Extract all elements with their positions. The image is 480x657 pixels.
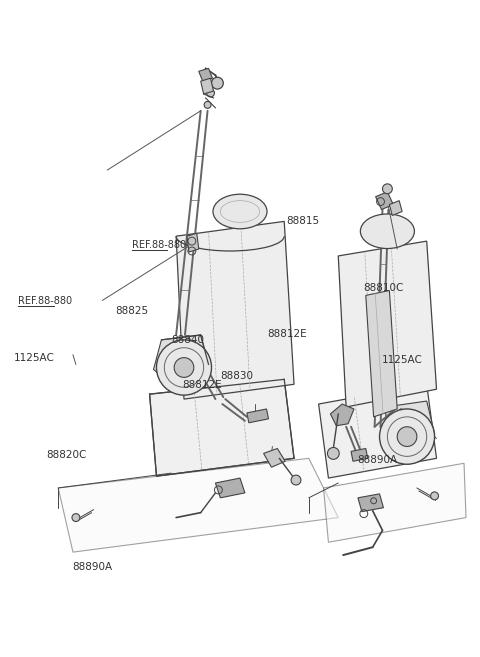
- Polygon shape: [216, 478, 245, 498]
- Text: 88830: 88830: [220, 371, 253, 381]
- Circle shape: [156, 340, 212, 395]
- Polygon shape: [199, 68, 213, 81]
- Polygon shape: [330, 404, 354, 426]
- Polygon shape: [324, 463, 466, 542]
- Polygon shape: [351, 449, 368, 461]
- Polygon shape: [58, 459, 338, 552]
- Circle shape: [327, 447, 339, 459]
- Text: 1125AC: 1125AC: [382, 355, 422, 365]
- Text: 1125AC: 1125AC: [13, 353, 54, 363]
- Text: 88825: 88825: [115, 306, 148, 316]
- Polygon shape: [264, 449, 285, 467]
- Text: 88820C: 88820C: [47, 450, 87, 460]
- Polygon shape: [389, 200, 402, 215]
- Circle shape: [431, 492, 439, 500]
- Text: REF.88-880: REF.88-880: [18, 296, 72, 306]
- Text: 88890A: 88890A: [357, 455, 397, 465]
- Text: 88840: 88840: [172, 335, 204, 345]
- Text: 88815: 88815: [286, 216, 319, 227]
- Polygon shape: [366, 290, 397, 417]
- Text: 88810C: 88810C: [363, 283, 404, 293]
- Polygon shape: [358, 494, 384, 512]
- Polygon shape: [150, 379, 294, 476]
- Text: 88812E: 88812E: [267, 328, 307, 339]
- Polygon shape: [176, 221, 294, 399]
- Circle shape: [204, 101, 211, 108]
- Ellipse shape: [360, 214, 414, 248]
- Circle shape: [206, 89, 215, 97]
- Polygon shape: [201, 78, 214, 94]
- Circle shape: [72, 514, 80, 522]
- Circle shape: [383, 184, 392, 194]
- Text: 88890A: 88890A: [72, 562, 113, 572]
- Circle shape: [397, 427, 417, 447]
- Polygon shape: [376, 192, 393, 210]
- Text: REF.88-880: REF.88-880: [132, 240, 186, 250]
- Polygon shape: [338, 241, 436, 407]
- Polygon shape: [319, 384, 436, 478]
- Polygon shape: [154, 335, 208, 384]
- Ellipse shape: [213, 194, 267, 229]
- Circle shape: [291, 475, 301, 485]
- Polygon shape: [187, 233, 199, 252]
- Circle shape: [212, 78, 223, 89]
- Circle shape: [174, 357, 194, 377]
- Polygon shape: [385, 401, 434, 457]
- Polygon shape: [247, 409, 268, 423]
- Circle shape: [380, 409, 434, 464]
- Text: 88812E: 88812E: [182, 380, 222, 390]
